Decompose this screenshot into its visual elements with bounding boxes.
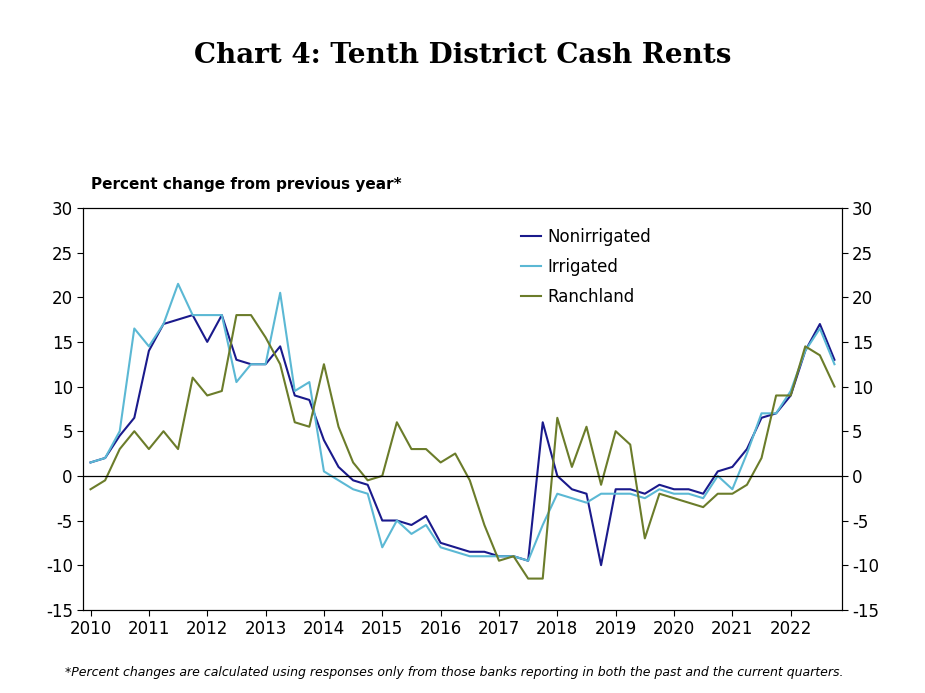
Nonirrigated [143,346,154,355]
Line: Nonirrigated: Nonirrigated [91,315,834,565]
Ranchland [143,445,154,453]
Nonirrigated [85,458,96,466]
Legend: Nonirrigated, Irrigated, Ranchland: Nonirrigated, Irrigated, Ranchland [521,228,651,306]
Nonirrigated [596,561,607,570]
Nonirrigated [829,356,840,364]
Nonirrigated [581,489,592,498]
Irrigated [566,494,577,502]
Irrigated [85,458,96,466]
Text: *Percent changes are calculated using responses only from those banks reporting : *Percent changes are calculated using re… [65,666,844,679]
Ranchland [493,556,504,565]
Text: Percent change from previous year*: Percent change from previous year* [91,177,401,192]
Ranchland [362,476,373,484]
Irrigated [829,360,840,369]
Irrigated [596,489,607,498]
Ranchland [829,383,840,391]
Nonirrigated [551,472,562,480]
Irrigated [523,556,534,565]
Nonirrigated [493,552,504,561]
Ranchland [231,311,242,319]
Irrigated [172,280,183,288]
Irrigated [493,552,504,561]
Irrigated [450,547,461,556]
Ranchland [85,485,96,493]
Nonirrigated [187,311,198,319]
Nonirrigated [362,481,373,489]
Nonirrigated [450,543,461,552]
Line: Ranchland: Ranchland [91,315,834,579]
Text: Chart 4: Tenth District Cash Rents: Chart 4: Tenth District Cash Rents [194,42,731,69]
Irrigated [143,342,154,351]
Ranchland [523,574,534,583]
Irrigated [362,489,373,498]
Ranchland [450,449,461,457]
Ranchland [596,481,607,489]
Ranchland [566,463,577,471]
Line: Irrigated: Irrigated [91,284,834,561]
